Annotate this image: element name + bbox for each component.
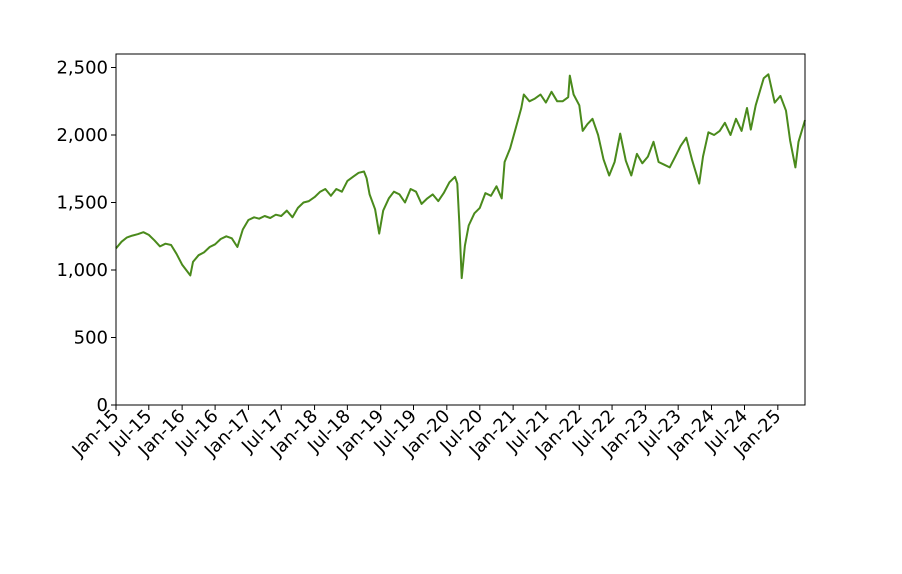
y-tick-label: 0 <box>97 395 108 416</box>
y-tick-label: 2,500 <box>56 58 108 79</box>
y-tick-label: 1,000 <box>56 260 108 281</box>
plot-frame <box>115 53 806 406</box>
series-line <box>115 73 806 280</box>
y-tick-label: 500 <box>74 328 108 349</box>
series-layer <box>115 73 806 280</box>
x-axis: Jan-15Jul-15Jan-16Jul-16Jan-17Jul-17Jan-… <box>68 405 785 462</box>
y-axis: 0 500 1,000 1,500 2,000 2,500 <box>56 58 116 416</box>
y-tick-label: 2,000 <box>56 125 108 146</box>
y-tick-label: 1,500 <box>56 193 108 214</box>
